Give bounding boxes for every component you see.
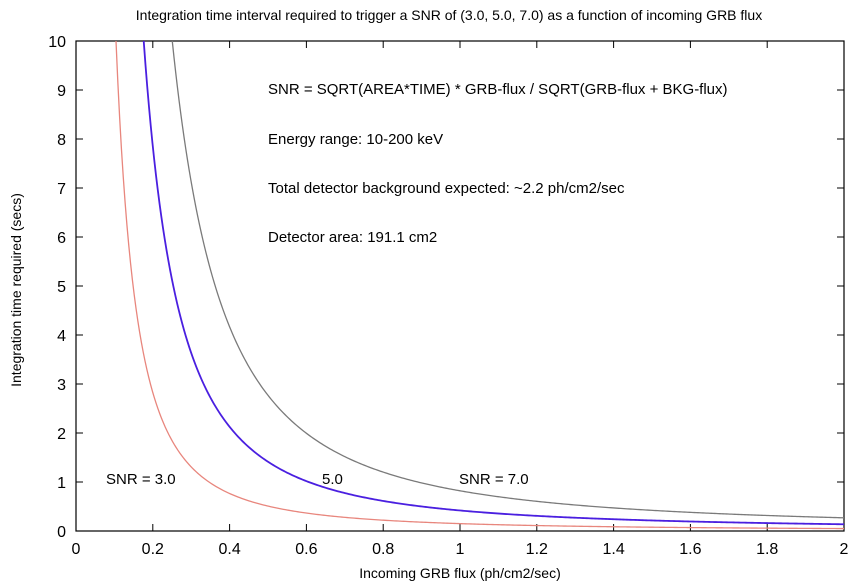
y-tick-label: 7	[57, 181, 66, 198]
annotation-energy-range: Energy range: 10-200 keV	[268, 131, 443, 148]
y-tick-label: 4	[57, 328, 66, 345]
y-tick-label: 3	[57, 377, 66, 394]
x-tick-label: 0.2	[142, 541, 164, 558]
y-tick-label: 10	[48, 34, 66, 51]
y-tick-label: 0	[57, 524, 66, 541]
x-tick-label: 1	[456, 541, 465, 558]
y-tick-label: 5	[57, 279, 66, 296]
annotation-background: Total detector background expected: ~2.2…	[268, 180, 625, 197]
x-tick-label: 0	[72, 541, 81, 558]
y-axis-label: Integration time required (secs)	[8, 193, 24, 387]
x-tick-label: 0.4	[218, 541, 240, 558]
series-label-snr-5: 5.0	[322, 471, 343, 488]
annotation-detector-area: Detector area: 191.1 cm2	[268, 229, 437, 246]
y-tick-label: 1	[57, 475, 66, 492]
series-layer	[115, 40, 845, 530]
x-tick-label: 1.6	[679, 541, 701, 558]
y-tick-label: 8	[57, 132, 66, 149]
x-axis-label: Incoming GRB flux (ph/cm2/sec)	[359, 565, 561, 581]
y-tick-label: 9	[57, 83, 66, 100]
chart-title: Integration time interval required to tr…	[136, 7, 762, 23]
series-label-snr-3: SNR = 3.0	[106, 471, 176, 488]
x-tick-label: 1.4	[602, 541, 624, 558]
series-line-snr-5	[142, 40, 845, 526]
y-axis: 0 1 2 3 4 5 6 7 8 9 10	[48, 34, 844, 541]
series-line-snr-3	[115, 40, 845, 530]
x-axis: 0 0.2 0.4 0.6 0.8 1 1.2 1.4 1.6 1.8 2	[72, 41, 849, 558]
x-tick-label: 1.8	[756, 541, 778, 558]
series-line-snr-7	[171, 40, 845, 519]
series-label-snr-7: SNR = 7.0	[459, 471, 529, 488]
x-tick-label: 1.2	[526, 541, 548, 558]
x-tick-label: 0.6	[295, 541, 317, 558]
y-tick-label: 2	[57, 426, 66, 443]
annotation-formula: SNR = SQRT(AREA*TIME) * GRB-flux / SQRT(…	[268, 81, 728, 98]
y-tick-label: 6	[57, 230, 66, 247]
x-tick-label: 0.8	[372, 541, 394, 558]
x-tick-label: 2	[840, 541, 849, 558]
